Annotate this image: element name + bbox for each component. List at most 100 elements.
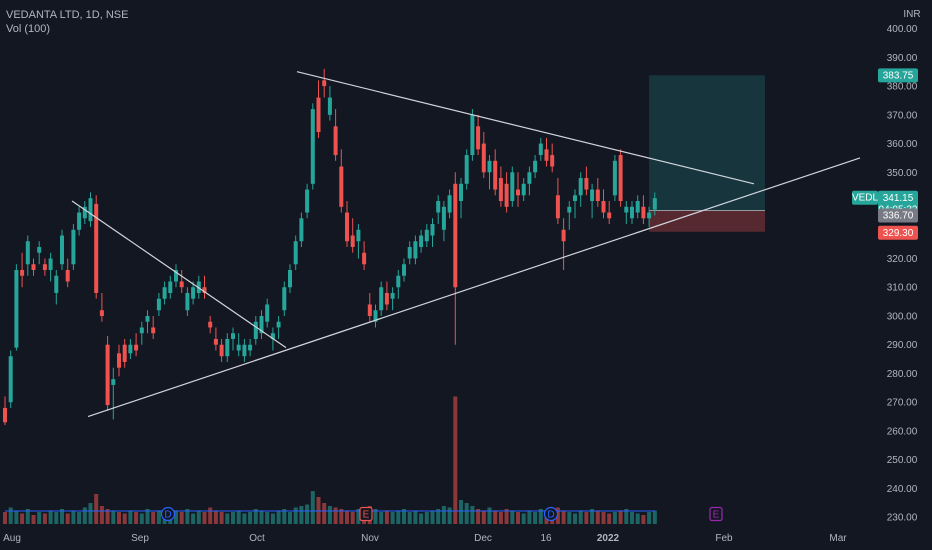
candle-body bbox=[407, 247, 412, 259]
candle bbox=[618, 149, 623, 207]
candle bbox=[333, 109, 338, 161]
candle bbox=[345, 201, 349, 248]
time-tick-label: Nov bbox=[361, 533, 379, 544]
candle-body bbox=[310, 109, 315, 184]
trendlines[interactable] bbox=[71, 71, 861, 418]
volume-bar bbox=[521, 513, 526, 524]
candle-body bbox=[544, 149, 549, 161]
volume-bar bbox=[99, 506, 104, 524]
volume-bar bbox=[77, 512, 82, 524]
candle-body bbox=[94, 203, 99, 293]
candle-body bbox=[550, 155, 555, 167]
candle-body bbox=[288, 270, 292, 288]
symbol-tag-box bbox=[852, 190, 878, 205]
symbol-legend[interactable]: VEDANTA LTD, 1D, NSE bbox=[6, 9, 129, 21]
price-tick-label: 290.00 bbox=[887, 340, 918, 351]
price-tick-label: 250.00 bbox=[887, 455, 918, 466]
candle-body bbox=[607, 212, 612, 219]
candle bbox=[128, 338, 133, 360]
marker-shape bbox=[359, 506, 373, 522]
candle bbox=[162, 281, 167, 305]
candle-body bbox=[236, 344, 241, 351]
candle-body bbox=[305, 189, 310, 213]
volume-bar bbox=[299, 506, 304, 524]
stop-price-tag: 329.30 bbox=[878, 225, 918, 240]
candle-body bbox=[185, 292, 190, 311]
time-axis[interactable]: Aug Sep Oct Nov Dec 16 2022 Feb Mar bbox=[3, 533, 847, 544]
volume-bar bbox=[225, 513, 230, 524]
dividend-marker: D bbox=[543, 506, 559, 522]
candle bbox=[601, 189, 606, 219]
candle-body bbox=[168, 281, 173, 293]
long-position-tool[interactable] bbox=[649, 75, 765, 232]
price-tick-label: 280.00 bbox=[887, 369, 918, 380]
candle-body bbox=[20, 270, 25, 276]
candle bbox=[396, 270, 401, 299]
candle bbox=[607, 201, 612, 225]
price-tick-label: 370.00 bbox=[887, 110, 918, 121]
candle-body bbox=[48, 258, 53, 270]
candle-body bbox=[430, 224, 435, 236]
candle-body bbox=[652, 198, 657, 210]
candle-body bbox=[538, 143, 543, 156]
candle-body bbox=[156, 298, 161, 311]
volume-bar bbox=[356, 509, 361, 524]
candle bbox=[242, 338, 247, 362]
candle bbox=[20, 252, 25, 288]
volume-bar bbox=[310, 491, 315, 524]
candle bbox=[145, 310, 150, 334]
volume-bar bbox=[196, 510, 201, 524]
volume-bar bbox=[647, 512, 652, 524]
candle-body bbox=[624, 206, 629, 213]
candle bbox=[282, 281, 287, 316]
volume-bar bbox=[327, 506, 332, 524]
marker-label: D bbox=[164, 510, 171, 521]
volume-bar bbox=[390, 512, 395, 524]
candle-body bbox=[459, 183, 463, 202]
candle-body bbox=[37, 247, 42, 253]
volume-bar bbox=[493, 510, 498, 524]
volume-bar bbox=[419, 513, 424, 524]
volume-bar bbox=[464, 503, 469, 524]
volume-bar bbox=[373, 509, 378, 524]
candle bbox=[476, 114, 481, 156]
volume-bar bbox=[134, 512, 139, 524]
candle-body bbox=[379, 287, 384, 311]
candle bbox=[362, 241, 367, 270]
volume-bar bbox=[293, 507, 298, 524]
candle-body bbox=[14, 270, 19, 348]
candle-body bbox=[54, 275, 59, 293]
volume-bar bbox=[105, 509, 110, 524]
stop-price-tag-box bbox=[878, 225, 918, 240]
candle bbox=[71, 224, 76, 270]
volume-bar bbox=[641, 515, 646, 524]
candle bbox=[544, 137, 549, 167]
candle bbox=[413, 235, 418, 265]
candle-body bbox=[555, 195, 560, 219]
entry-price-tag-box bbox=[878, 208, 918, 223]
volume-bar bbox=[345, 510, 349, 524]
trendline-1 bbox=[71, 200, 287, 349]
volume-bar bbox=[31, 515, 36, 524]
candle-body bbox=[208, 321, 213, 328]
candle bbox=[339, 149, 344, 213]
candle-body bbox=[453, 183, 458, 288]
candle-body bbox=[367, 304, 372, 316]
entry-price-tag-text: 336.70 bbox=[883, 211, 914, 222]
marker-label: E bbox=[713, 510, 720, 521]
time-tick-label: 16 bbox=[540, 533, 552, 544]
volume-bar bbox=[322, 503, 327, 524]
candle-body bbox=[476, 126, 481, 150]
volume-bar bbox=[635, 513, 640, 524]
volume-bar bbox=[128, 510, 133, 524]
candle bbox=[612, 155, 617, 202]
candle-body bbox=[601, 201, 606, 213]
price-axis[interactable]: INR 400.00 390.00 380.00 370.00 360.00 350.00 3… bbox=[887, 9, 921, 524]
volume-legend[interactable]: Vol (100) bbox=[6, 23, 51, 35]
candle-body bbox=[447, 195, 452, 213]
candle-body bbox=[578, 178, 583, 196]
volume-bar bbox=[624, 509, 629, 524]
candle bbox=[117, 344, 121, 377]
